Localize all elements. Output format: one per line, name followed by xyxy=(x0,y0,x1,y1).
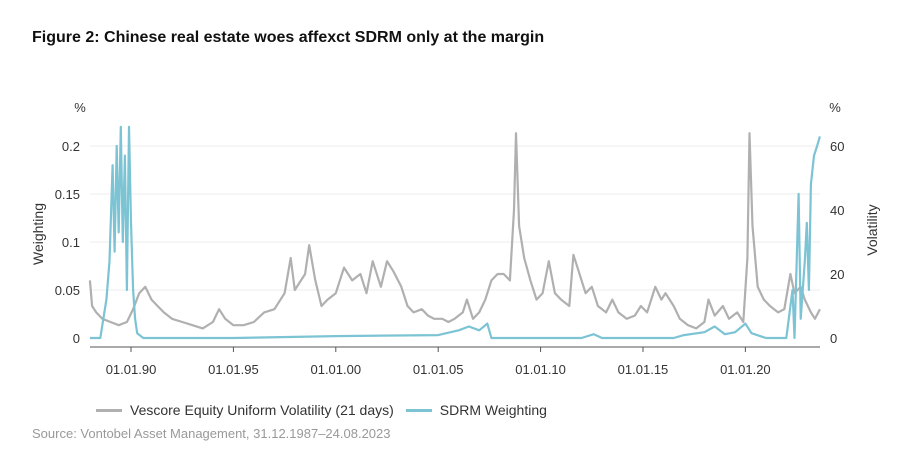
y-left-tick-label: 0.05 xyxy=(55,283,80,298)
chart-title: Figure 2: Chinese real estate woes affex… xyxy=(32,29,545,46)
y-left-tick-label: 0.15 xyxy=(55,187,80,202)
x-tick-label: 01.01.15 xyxy=(618,362,669,377)
series-layer xyxy=(88,125,821,340)
x-tick-label: 01.01.10 xyxy=(515,362,566,377)
source-note: Source: Vontobel Asset Management, 31.12… xyxy=(32,426,391,441)
grid xyxy=(90,145,820,291)
legend: Vescore Equity Uniform Volatility (21 da… xyxy=(96,402,559,418)
y-left-tick-label: 0.2 xyxy=(62,139,80,154)
legend-item-sdrm: SDRM Weighting xyxy=(405,402,547,418)
x-tick-label: 01.01.90 xyxy=(106,362,157,377)
y-left-tick-label: 0.1 xyxy=(62,235,80,250)
y-right-tick-label: 60 xyxy=(830,139,844,154)
legend-item-volatility: Vescore Equity Uniform Volatility (21 da… xyxy=(96,402,394,418)
series-line-volatility xyxy=(88,132,821,330)
axes: 0 0.05 0.1 0.15 0.2 0 20 40 60 01.01.90 01.01.95 01… xyxy=(55,139,845,377)
x-tick-label: 01.01.05 xyxy=(413,362,464,377)
legend-swatch-sdrm xyxy=(405,408,432,412)
x-tick-label: 01.01.00 xyxy=(310,362,361,377)
y-right-tick-label: 20 xyxy=(830,267,844,282)
x-tick-label: 01.01.95 xyxy=(208,362,259,377)
series-line-sdrm-weighting xyxy=(89,125,821,340)
y-left-tick-label: 0 xyxy=(73,331,80,346)
legend-label-volatility: Vescore Equity Uniform Volatility (21 da… xyxy=(130,402,394,418)
legend-label-sdrm: SDRM Weighting xyxy=(439,402,547,418)
right-unit-label: % xyxy=(829,100,841,115)
y-right-tick-label: 40 xyxy=(830,203,844,218)
legend-swatch-volatility xyxy=(96,408,122,412)
left-axis-label: Weighting xyxy=(30,203,46,265)
y-right-tick-label: 0 xyxy=(830,331,837,346)
left-unit-label: % xyxy=(74,100,86,115)
right-axis-label: Volatility xyxy=(864,204,880,255)
x-tick-label: 01.01.20 xyxy=(720,362,771,377)
